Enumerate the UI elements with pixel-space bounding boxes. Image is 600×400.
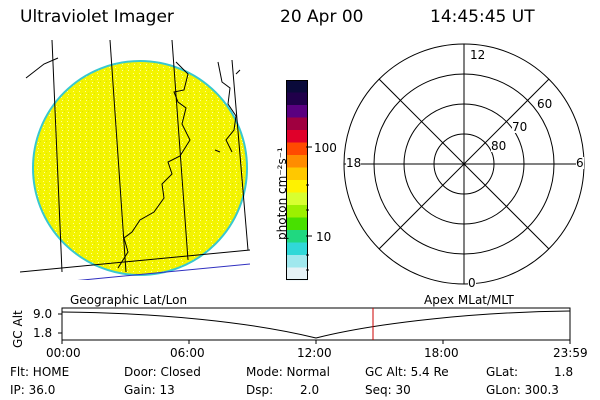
dsp-label: Dsp: — [246, 383, 274, 397]
longitude-line — [231, 59, 249, 251]
colorbar-band — [286, 117, 308, 131]
colorbar-band — [286, 192, 308, 206]
observation-date: 20 Apr 00 — [280, 7, 364, 27]
colorbar-tick-100: 100 — [314, 141, 337, 155]
colorbar-frame — [286, 80, 308, 280]
gain-value: Gain: 13 — [124, 383, 175, 397]
colorbar-band — [286, 142, 308, 156]
mlt-label-18: 18 — [346, 156, 362, 170]
colorbar-band — [286, 242, 308, 256]
colorbar-tick-10: 10 — [316, 230, 332, 244]
instrument-title: Ultraviolet Imager — [20, 7, 174, 27]
timeline-x-tick: 00:00 — [46, 346, 81, 360]
geographic-longitude: GLon: 300.3 — [486, 383, 559, 397]
door-status: Door: Closed — [124, 365, 201, 379]
timeline-x-tick: 23:59 — [553, 346, 588, 360]
mlt-label-0: 0 — [468, 276, 476, 290]
longitude-line — [171, 40, 189, 261]
glat-value: 1.8 — [554, 365, 574, 379]
mlat-label-80: 80 — [491, 139, 507, 153]
sequence-number: Seq: 30 — [365, 383, 411, 397]
observation-time: 14:45:45 UT — [430, 7, 535, 27]
colorbar-band — [286, 92, 308, 106]
colorbar-band — [286, 167, 308, 181]
timeline-x-tick: 18:00 — [424, 346, 459, 360]
timeline-frame — [61, 307, 571, 341]
colorbar-band — [286, 105, 308, 118]
mlat-label-70: 70 — [512, 120, 528, 134]
colorbar-band — [286, 155, 308, 168]
timeline-y-tick-high: 9.0 — [33, 307, 53, 321]
dsp-value: 2.0 — [300, 383, 320, 397]
apex-label: Apex MLat/MLT — [424, 293, 514, 307]
timeline-y-tick-low: 1.8 — [33, 326, 53, 340]
latitude-line — [20, 249, 250, 273]
colorbar-axis — [306, 146, 312, 271]
ip-value: IP: 36.0 — [10, 383, 56, 397]
colorbar-band — [286, 205, 308, 218]
mlt-label-6: 6 — [576, 156, 584, 170]
mlat-label-60: 60 — [537, 97, 553, 111]
polar-diagonal — [378, 78, 550, 250]
gc-altitude: GC Alt: 5.4 Re — [365, 365, 449, 379]
glat-label: GLat: — [486, 365, 519, 379]
flight-status: Flt: HOME — [10, 365, 70, 379]
colorbar-band — [286, 217, 308, 231]
colorbar-band — [286, 80, 308, 93]
latitude-line — [77, 263, 250, 280]
timeline-x-tick: 12:00 — [297, 346, 332, 360]
longitude-line — [109, 40, 127, 273]
coastline — [25, 57, 241, 269]
colorbar-band — [286, 267, 308, 281]
mode-status: Mode: Normal — [246, 365, 330, 379]
geographic-label: Geographic Lat/Lon — [70, 293, 188, 307]
mlt-label-12: 12 — [470, 48, 486, 62]
altitude-curve — [61, 310, 571, 339]
longitude-line — [51, 40, 63, 273]
colorbar-band — [286, 255, 308, 268]
timeline-x-tick: 06:00 — [170, 346, 205, 360]
colorbar-band — [286, 230, 308, 243]
colorbar-gradient — [286, 80, 308, 281]
colorbar-band — [286, 180, 308, 193]
colorbar-band — [286, 130, 308, 143]
